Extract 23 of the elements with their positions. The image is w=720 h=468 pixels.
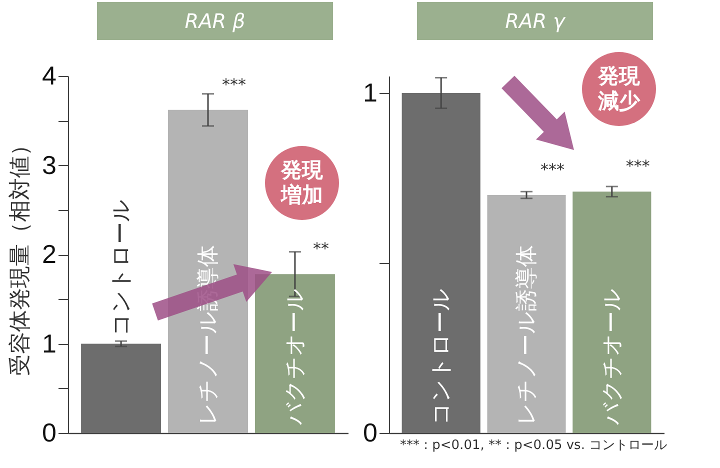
annotation: 発現減少 (582, 52, 656, 126)
annotation: *** (626, 156, 650, 176)
annotation: *** (540, 160, 564, 179)
annotation: 発現増加 (265, 146, 339, 220)
y-tick-label: 1 (42, 328, 56, 358)
y-tick-label: 3 (42, 150, 56, 180)
chart-title: RAR β (97, 2, 333, 40)
y-tick-label: 0 (363, 418, 378, 448)
y-tick-label: 1 (363, 78, 378, 108)
x-tick-label: レチノール誘導体 (196, 245, 221, 425)
chart-title: RAR γ (417, 2, 653, 40)
text: *** : p<0.01, ** : p<0.05 vs. コントロール (400, 437, 668, 454)
x-tick-label: バクチオール (600, 288, 625, 426)
x-tick-label: レチノール誘導体 (514, 245, 540, 425)
x-tick-label: コントロール (109, 198, 134, 336)
x-tick-label: コントロール (429, 288, 454, 425)
annotation: ** (312, 239, 329, 258)
annotation: *** (222, 74, 246, 94)
y-axis-title: 受容体発現量（相対値） (8, 134, 34, 376)
y-tick-label: 0 (42, 418, 56, 448)
y-tick-label: 4 (42, 60, 56, 90)
y-tick-label: 2 (42, 239, 56, 269)
x-tick-label: バクチオール (282, 288, 308, 426)
